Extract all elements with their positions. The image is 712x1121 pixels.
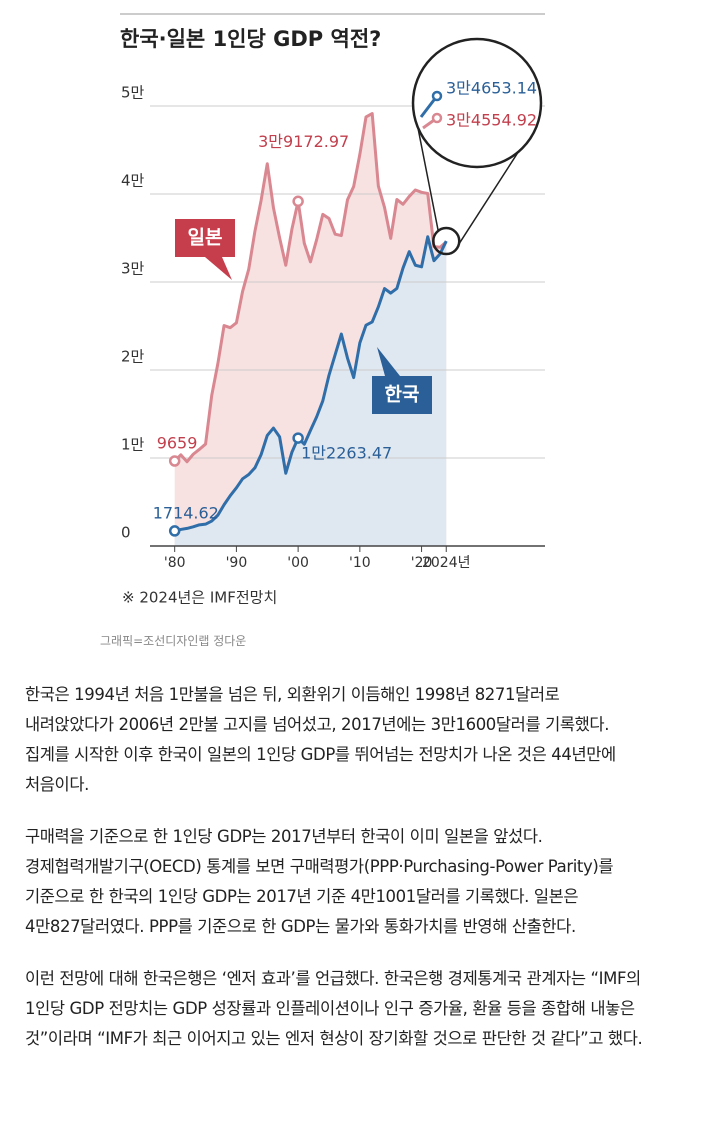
magnifier-small: [432, 226, 461, 256]
article: 한국은 1994년 처음 1만불을 넘은 뒤, 외환위기 이듬해인 1998년 …: [25, 680, 647, 1076]
x-tick-label: '80: [164, 555, 186, 571]
y-tick-label: 2만: [121, 348, 145, 366]
data-label: 1만2263.47: [301, 444, 392, 463]
x-tick-label: '00: [287, 555, 309, 571]
series-line: [174, 235, 448, 533]
chart: 한국·일본 1인당 GDP 역전? ※ 2024년은 IMF전망치 0 1만 2만 3…: [120, 13, 545, 607]
x-tick-label: '20: [411, 555, 433, 571]
series-label-box: [175, 219, 235, 257]
point-marker: [431, 90, 443, 102]
paragraph: 구매력을 기준으로 한 1인당 GDP는 2017년부터 한국이 이미 일본을 …: [25, 827, 614, 936]
y-tick-label: 3만: [121, 260, 145, 278]
y-tick-label: 0: [121, 524, 131, 542]
chart-note: ※ 2024년은 IMF전망치: [122, 589, 277, 607]
area: [174, 236, 447, 546]
label-pointer: [205, 257, 232, 280]
y-tick-label: 1만: [121, 436, 145, 454]
paragraph: 한국은 1994년 처음 1만불을 넘은 뒤, 외환위기 이듬해인 1998년 …: [25, 685, 616, 794]
data-label: 9659: [157, 434, 198, 453]
magnifier-big: [411, 37, 543, 169]
point-marker: [292, 195, 304, 208]
series-label: 한국: [385, 384, 420, 406]
data-label: 1714.62: [153, 503, 219, 522]
chart-title: 한국·일본 1인당 GDP 역전?: [120, 27, 381, 51]
x-tick-label: '90: [226, 555, 248, 571]
label-pointer: [377, 347, 400, 376]
y-tick-label: 4만: [121, 172, 145, 190]
point-marker: [292, 432, 304, 444]
series-label-box: [372, 376, 432, 414]
series-label: 일본: [188, 227, 223, 249]
x-tick-label: 2024년: [422, 555, 471, 571]
point-marker: [168, 455, 181, 467]
data-label: 3만4554.92: [446, 111, 537, 130]
series-line: [173, 112, 448, 464]
data-label: 3만4653.14: [446, 79, 537, 98]
point-marker: [168, 525, 181, 537]
magnifier-link: [457, 139, 527, 246]
magnifier-link: [415, 117, 439, 232]
paragraph: 이런 전망에 대해 한국은행은 ‘엔저 효과’를 언급했다. 한국은행 경제통계…: [25, 969, 643, 1048]
credit: 그래픽=조선디자인랩 정다운: [100, 634, 247, 648]
point-marker: [431, 112, 443, 124]
y-tick-label: 5만: [121, 84, 145, 102]
data-label: 3만9172.97: [258, 132, 349, 151]
x-tick-label: '10: [349, 555, 371, 571]
